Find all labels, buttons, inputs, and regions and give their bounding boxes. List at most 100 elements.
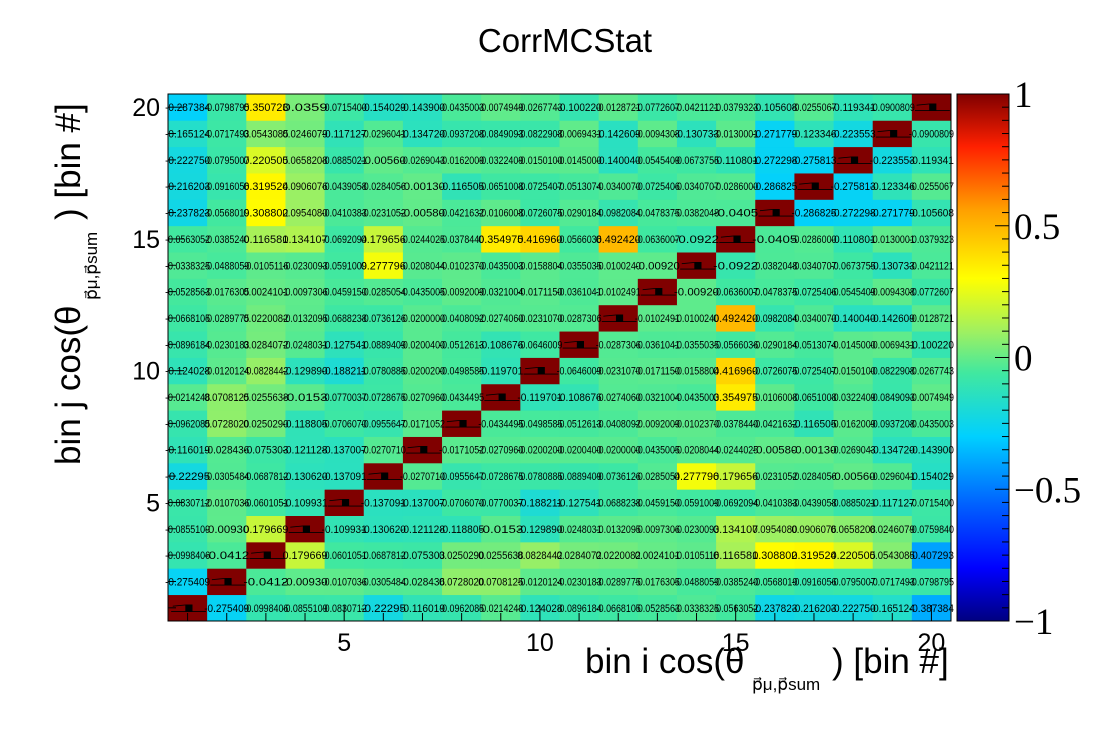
heatmap-cell xyxy=(676,462,717,490)
heatmap-cell xyxy=(481,304,521,332)
heatmap-cell-value: 0.0359 xyxy=(283,102,328,114)
heatmap-cell xyxy=(755,199,795,227)
heatmap-cell xyxy=(559,383,600,411)
heatmap-cell xyxy=(637,94,678,121)
heatmap-cell xyxy=(246,94,286,121)
heatmap-cell-value: -0.0439058 xyxy=(322,181,367,193)
heatmap-cell-value: -0.0922 xyxy=(674,234,719,246)
heatmap-cell-value: -0.0296041 xyxy=(361,129,406,141)
heatmap-cell-value: -0.0692094 xyxy=(322,234,367,246)
heatmap-cell xyxy=(520,304,560,332)
heatmap-cell xyxy=(520,383,560,411)
heatmap-cell xyxy=(246,489,286,516)
heatmap-cell xyxy=(246,357,286,385)
heatmap-cell-value: -0.0248031 xyxy=(557,524,602,536)
heatmap-cell xyxy=(794,252,834,279)
heatmap-cell-value: -0.0106008 xyxy=(752,392,797,404)
heatmap-cell-value: -0.0822908 xyxy=(870,366,915,378)
heatmap-cell xyxy=(598,199,639,227)
heatmap-cell xyxy=(598,278,639,306)
heatmap-cell xyxy=(559,278,600,306)
heatmap-cell-value: -0.22295 xyxy=(361,603,406,615)
heatmap-cell-value: -0.154029 xyxy=(909,471,954,483)
heatmap-cell-value: -0.0106008 xyxy=(478,208,523,220)
heatmap-cell-value: -0.0290184 xyxy=(752,339,797,351)
heatmap-cell-value: -0.222750 xyxy=(165,155,210,167)
heatmap-cell-value: -0.271779 xyxy=(752,129,797,141)
heatmap-cell xyxy=(363,225,404,253)
heatmap-cell-value: -0.0692094 xyxy=(713,497,758,509)
heatmap-cell-value: 0.0828442 xyxy=(517,550,562,562)
heatmap-cell xyxy=(598,541,639,569)
heatmap-cell-value: -0.0231070 xyxy=(596,366,641,378)
heatmap-cell-value: -0.0435003 xyxy=(674,392,719,404)
y-axis-title-subscript: p⃗μ,p⃗sum xyxy=(82,232,101,300)
heatmap-cell xyxy=(755,489,795,516)
heatmap-cell xyxy=(285,252,325,279)
heatmap-cell xyxy=(442,462,482,490)
heatmap-cell-value: -0.075303 xyxy=(400,550,445,562)
heatmap-cell-value: -0.0361041 xyxy=(557,287,602,299)
heatmap-cell-value: -0.0435003 xyxy=(478,260,523,272)
heatmap-cell-value: -0.130733 xyxy=(674,129,719,141)
heatmap-cell-value: -0.0896184 xyxy=(165,339,210,351)
heatmap-cell xyxy=(246,120,286,148)
heatmap-cell-value: -0.0270710 xyxy=(361,445,406,457)
heatmap-cell-value: -0.0885021 xyxy=(322,155,367,167)
heatmap-cell xyxy=(911,225,952,253)
heatmap-cell-value: -0.0322409 xyxy=(478,155,523,167)
heatmap-cell xyxy=(637,146,678,174)
heatmap-cell-value: 0.0255638 xyxy=(478,550,523,562)
heatmap-cell xyxy=(324,436,365,464)
heatmap-cell xyxy=(637,383,678,411)
heatmap-cell xyxy=(559,252,600,279)
heatmap-cell xyxy=(676,199,717,227)
heatmap-cell-value: -0.0230183 xyxy=(204,339,249,351)
heatmap-cell xyxy=(363,568,404,596)
heatmap-cell-value: -0.0568019 xyxy=(204,208,249,220)
heatmap-cell-value: 0.0284072 xyxy=(557,550,602,562)
heatmap-cell xyxy=(676,146,717,174)
heatmap-cell xyxy=(363,410,404,437)
heatmap-cell xyxy=(637,436,678,464)
heatmap-cell xyxy=(363,541,404,569)
heatmap-cell-value: -0.0105116 xyxy=(243,260,288,272)
heatmap-cell xyxy=(716,331,756,358)
heatmap-cell-value: -0.272298 xyxy=(831,208,876,220)
heatmap-cell xyxy=(481,357,521,385)
heatmap-cell xyxy=(481,199,521,227)
heatmap-cell xyxy=(520,436,560,464)
heatmap-cell-value: -0.0706070 xyxy=(439,497,484,509)
heatmap-cell xyxy=(207,383,247,411)
heatmap-cell-value: -0.0962085 xyxy=(165,418,210,430)
heatmap-cell-value: -0.0916056 xyxy=(204,181,249,193)
heatmap-cell-value: -0.0153 xyxy=(478,524,523,536)
heatmap-cell-value: 0.308802 xyxy=(752,550,797,562)
heatmap-cell-value: -0.0102491 xyxy=(635,313,680,325)
heatmap-cell xyxy=(246,173,286,200)
title-box xyxy=(450,18,680,66)
heatmap-cell xyxy=(285,489,325,516)
heatmap-cell xyxy=(402,225,443,253)
heatmap-cell-value: 0.220505 xyxy=(243,155,288,167)
heatmap-cell xyxy=(755,541,795,569)
heatmap-cell-value: -0.105608 xyxy=(752,102,797,114)
heatmap-cell-value: -0.0200000 xyxy=(596,445,641,457)
heatmap-cell xyxy=(324,304,365,332)
heatmap-cell-value: -0.0687812 xyxy=(243,471,288,483)
heatmap-cell-value: -0.0158804 xyxy=(517,260,562,272)
heatmap-cell xyxy=(637,173,678,200)
heatmap-cell xyxy=(716,199,756,227)
heatmap-cell xyxy=(402,357,443,385)
heatmap-cell xyxy=(324,120,365,148)
heatmap-cell-value: -0.0094308 xyxy=(635,129,680,141)
heatmap-cell-value: -0.0706070 xyxy=(322,418,367,430)
heatmap-cell-value: 0.134107 xyxy=(283,234,328,246)
heatmap-cell xyxy=(363,436,404,464)
heatmap-cell xyxy=(833,225,874,253)
heatmap-cell-value: -0.0459150 xyxy=(635,497,680,509)
heatmap-cell xyxy=(794,173,834,200)
heatmap-cell-value: -0.108676 xyxy=(557,392,602,404)
heatmap-cell-value: -0.0069431 xyxy=(870,339,915,351)
heatmap-cell-value: 0.0543085 xyxy=(870,550,915,562)
